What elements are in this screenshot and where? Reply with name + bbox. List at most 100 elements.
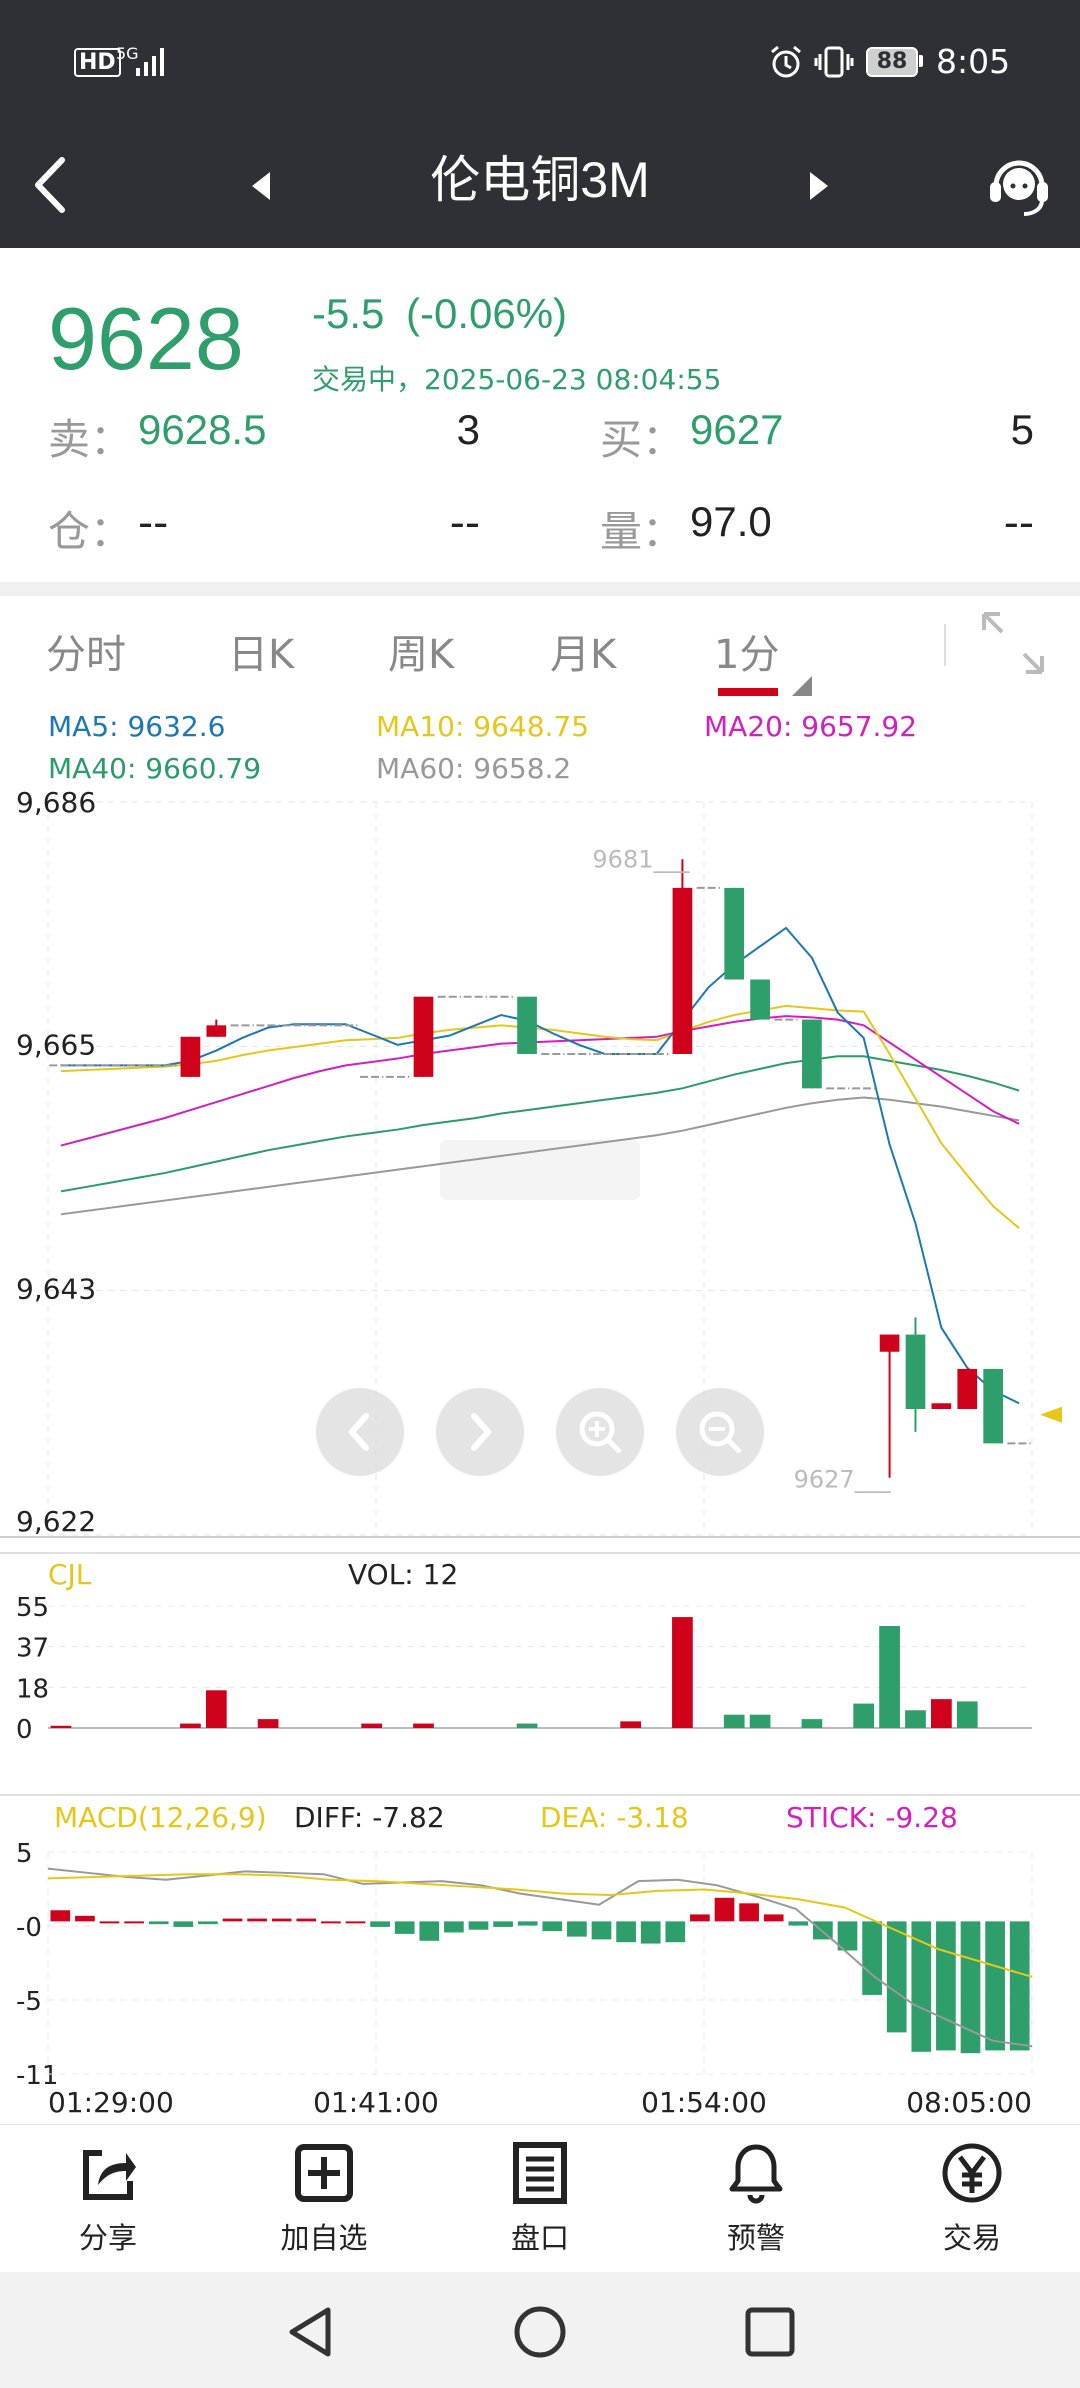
nav-home-icon[interactable] xyxy=(512,2304,568,2360)
macd-histogram-bar xyxy=(444,1921,464,1933)
macd-histogram-bar xyxy=(788,1921,809,1926)
nav-back-icon[interactable] xyxy=(282,2304,338,2360)
volume-bar xyxy=(413,1723,434,1728)
chart-prev-button[interactable] xyxy=(316,1388,404,1476)
trade-button[interactable]: 交易 xyxy=(902,2141,1042,2257)
sell-price: 9628.5 xyxy=(138,406,267,453)
macd-histogram-bar xyxy=(960,1921,981,2054)
volume-y-tick: 0 xyxy=(16,1715,33,1740)
order-book-label: 盘口 xyxy=(510,2221,569,2255)
share-icon xyxy=(83,2150,136,2200)
volume-bar xyxy=(620,1721,641,1728)
chevron-right-icon xyxy=(471,1413,492,1451)
last-price: 9628 xyxy=(48,289,244,388)
ma40-label: MA40: 9660.79 xyxy=(48,752,262,785)
prev-contract-icon[interactable] xyxy=(246,158,276,214)
macd-histogram-bar xyxy=(763,1914,784,1922)
tab-weekly-k[interactable]: 周K xyxy=(388,632,455,678)
bottom-toolbar: 分享 加自选 盘口 预警 交易 xyxy=(0,2124,1080,2272)
y-tick-label: 9,686 xyxy=(16,786,96,819)
alarm-icon xyxy=(771,45,801,78)
macd-histogram-bar xyxy=(714,1897,735,1922)
ma10-label: MA10: 9648.75 xyxy=(376,710,590,743)
alert-button[interactable]: 预警 xyxy=(686,2141,826,2257)
macd-histogram-bar xyxy=(862,1921,882,1995)
zoom-in-button[interactable] xyxy=(556,1388,644,1476)
ma20-line xyxy=(60,1015,1020,1147)
battery-tip xyxy=(919,55,923,67)
magnifier-handle xyxy=(606,1438,622,1454)
macd-stick: STICK: -9.28 xyxy=(786,1801,958,1834)
volume-y-tick: 18 xyxy=(16,1674,49,1704)
zoom-in-icon xyxy=(579,1411,615,1447)
fullscreen-icon[interactable] xyxy=(980,610,1046,676)
chart-pane-divider xyxy=(0,1552,1080,1554)
candle-body xyxy=(879,1334,900,1352)
add-watchlist-button[interactable]: 加自选 xyxy=(254,2141,394,2257)
candle-body xyxy=(931,1403,952,1410)
macd-histogram-bar xyxy=(640,1921,661,1944)
nav-recents-icon[interactable] xyxy=(742,2304,798,2360)
volume-bar xyxy=(180,1723,201,1728)
share-button[interactable]: 分享 xyxy=(38,2141,178,2257)
volume-value: VOL: 12 xyxy=(348,1558,459,1591)
tab-1min[interactable]: 1分 xyxy=(714,632,780,678)
price-change-pct: (-0.06%) xyxy=(406,290,568,337)
candle-body xyxy=(802,1019,822,1089)
buy-label: 买： xyxy=(600,415,685,464)
trade-status: 交易中，2025-06-23 08:04:55 xyxy=(312,363,722,396)
chart-next-button[interactable] xyxy=(436,1388,524,1476)
title-bar: 伦电铜3M xyxy=(0,130,1080,248)
candle-body xyxy=(983,1368,1003,1444)
candle-body xyxy=(905,1334,926,1410)
vol-value: 97.0 xyxy=(690,498,772,545)
high-marker-label: 9681___ xyxy=(592,845,690,873)
quote-panel: 9628 -5.5 (-0.06%) 交易中，2025-06-23 08:04:… xyxy=(0,248,1080,582)
order-book-button[interactable]: 盘口 xyxy=(470,2141,610,2257)
macd-y-tick: -11 xyxy=(16,2061,58,2091)
active-tab-indicator xyxy=(718,688,778,696)
alert-label: 预警 xyxy=(726,2221,785,2255)
candlestick-chart[interactable]: 9,686 9,665 9,643 9,622 9681___ 9627___ xyxy=(0,780,1080,1560)
macd-histogram-bar xyxy=(296,1918,317,1922)
signal-label: 5G xyxy=(116,44,139,63)
dropdown-corner-icon[interactable] xyxy=(790,674,814,698)
macd-histogram-bar xyxy=(247,1918,267,1922)
tab-monthly-k[interactable]: 月K xyxy=(550,632,617,678)
macd-histogram-bar xyxy=(271,1918,292,1922)
macd-histogram-bar xyxy=(665,1921,686,1943)
volume-bar xyxy=(205,1690,227,1728)
current-price-marker xyxy=(1040,1406,1062,1423)
customer-service-icon[interactable] xyxy=(984,144,1054,224)
macd-histogram-bar xyxy=(739,1903,759,1922)
macd-histogram-bar xyxy=(222,1918,243,1922)
candle-body xyxy=(517,996,537,1054)
macd-histogram-bar xyxy=(173,1921,194,1927)
y-tick-label: 9,665 xyxy=(16,1028,96,1061)
yen-icon xyxy=(942,2143,1002,2203)
macd-histogram-bar xyxy=(493,1921,513,1927)
y-tick-label: 9,622 xyxy=(16,1505,96,1538)
macd-histogram-bar xyxy=(936,1921,956,2051)
volume-title: CJL xyxy=(48,1558,92,1591)
macd-histogram-bar xyxy=(517,1921,538,1926)
buy-qty: 5 xyxy=(1010,406,1034,453)
macd-histogram-bar xyxy=(886,1921,907,2033)
volume-bar xyxy=(50,1725,72,1728)
back-icon[interactable] xyxy=(24,150,74,220)
vol-label: 量： xyxy=(600,507,685,556)
candle-body xyxy=(180,1036,201,1077)
macd-histogram-bar xyxy=(99,1921,120,1924)
price-change: -5.5 xyxy=(312,290,385,337)
macd-histogram-bar xyxy=(985,1921,1005,2051)
add-watchlist-icon xyxy=(295,2144,353,2202)
ma10-line xyxy=(60,1004,1020,1229)
next-contract-icon[interactable] xyxy=(804,158,834,214)
macd-histogram-bar xyxy=(837,1921,858,1951)
volume-bar xyxy=(257,1719,279,1728)
volume-bar xyxy=(801,1719,823,1728)
zoom-out-button[interactable] xyxy=(676,1388,764,1476)
tab-daily-k[interactable]: 日K xyxy=(228,632,295,678)
tab-intraday[interactable]: 分时 xyxy=(46,632,126,678)
